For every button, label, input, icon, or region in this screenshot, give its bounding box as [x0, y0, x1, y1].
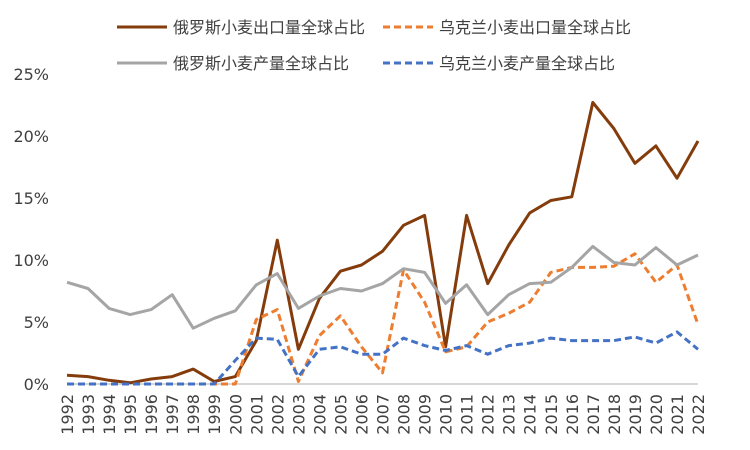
x-tick-label: 2007: [374, 394, 393, 435]
x-tick-label: 2015: [542, 394, 561, 435]
series-line-0: [66, 101, 700, 385]
x-tick-label: 1999: [205, 394, 224, 435]
x-tick-label: 2008: [395, 394, 414, 435]
y-axis: 0% 5% 10% 15% 20% 25%: [13, 65, 49, 394]
x-tick-label: 2012: [479, 394, 498, 435]
x-tick-label: 1994: [100, 394, 119, 435]
series-lines: [66, 101, 700, 386]
x-tick-label: 2021: [668, 394, 687, 435]
y-tick-label: 15%: [13, 189, 49, 208]
x-tick-label: 2017: [584, 394, 603, 435]
x-tick-label: 2011: [458, 394, 477, 435]
series-line-1: [67, 252, 700, 386]
x-tick-label: 2019: [626, 394, 645, 435]
x-tick-label: 2014: [521, 394, 540, 435]
x-tick-label: 1996: [142, 394, 161, 435]
x-tick-label: 2004: [310, 394, 329, 435]
y-tick-label: 25%: [13, 65, 49, 84]
x-tick-label: 1998: [184, 394, 203, 435]
legend-label-1: 乌克兰小麦出口量全球占比: [439, 18, 631, 37]
legend-label-3: 乌克兰小麦产量全球占比: [439, 54, 615, 73]
x-tick-label: 2010: [437, 394, 456, 435]
y-tick-label: 10%: [13, 251, 49, 270]
x-tick-label: 1995: [121, 394, 140, 435]
legend-label-0: 俄罗斯小麦出口量全球占比: [173, 18, 365, 37]
x-tick-label: 2000: [226, 394, 245, 435]
series-line-3: [67, 330, 699, 386]
x-tick-label: 2016: [563, 394, 582, 435]
y-tick-label: 0%: [24, 375, 49, 394]
x-tick-label: 1997: [163, 394, 182, 435]
y-tick-label: 5%: [24, 313, 49, 332]
x-tick-label: 2022: [689, 394, 708, 435]
x-tick-label: 2013: [500, 394, 519, 435]
x-axis: 1992 1993 1994 1995 1996 1997 1998 1999 2000 2001…: [58, 383, 708, 435]
x-tick-label: 1993: [79, 394, 98, 435]
y-tick-label: 20%: [13, 127, 49, 146]
x-tick-label: 2001: [247, 394, 266, 435]
legend-label-2: 俄罗斯小麦产量全球占比: [173, 54, 349, 73]
series-line-2: [66, 244, 699, 330]
x-tick-label: 1992: [58, 394, 77, 435]
x-tick-label: 2009: [416, 394, 435, 435]
x-tick-label: 2002: [268, 394, 287, 435]
x-tick-label: 2006: [352, 394, 371, 435]
x-tick-label: 2003: [289, 394, 308, 435]
x-tick-label: 2020: [647, 394, 666, 435]
x-tick-label: 2018: [605, 394, 624, 435]
x-tick-label: 2005: [331, 394, 350, 435]
